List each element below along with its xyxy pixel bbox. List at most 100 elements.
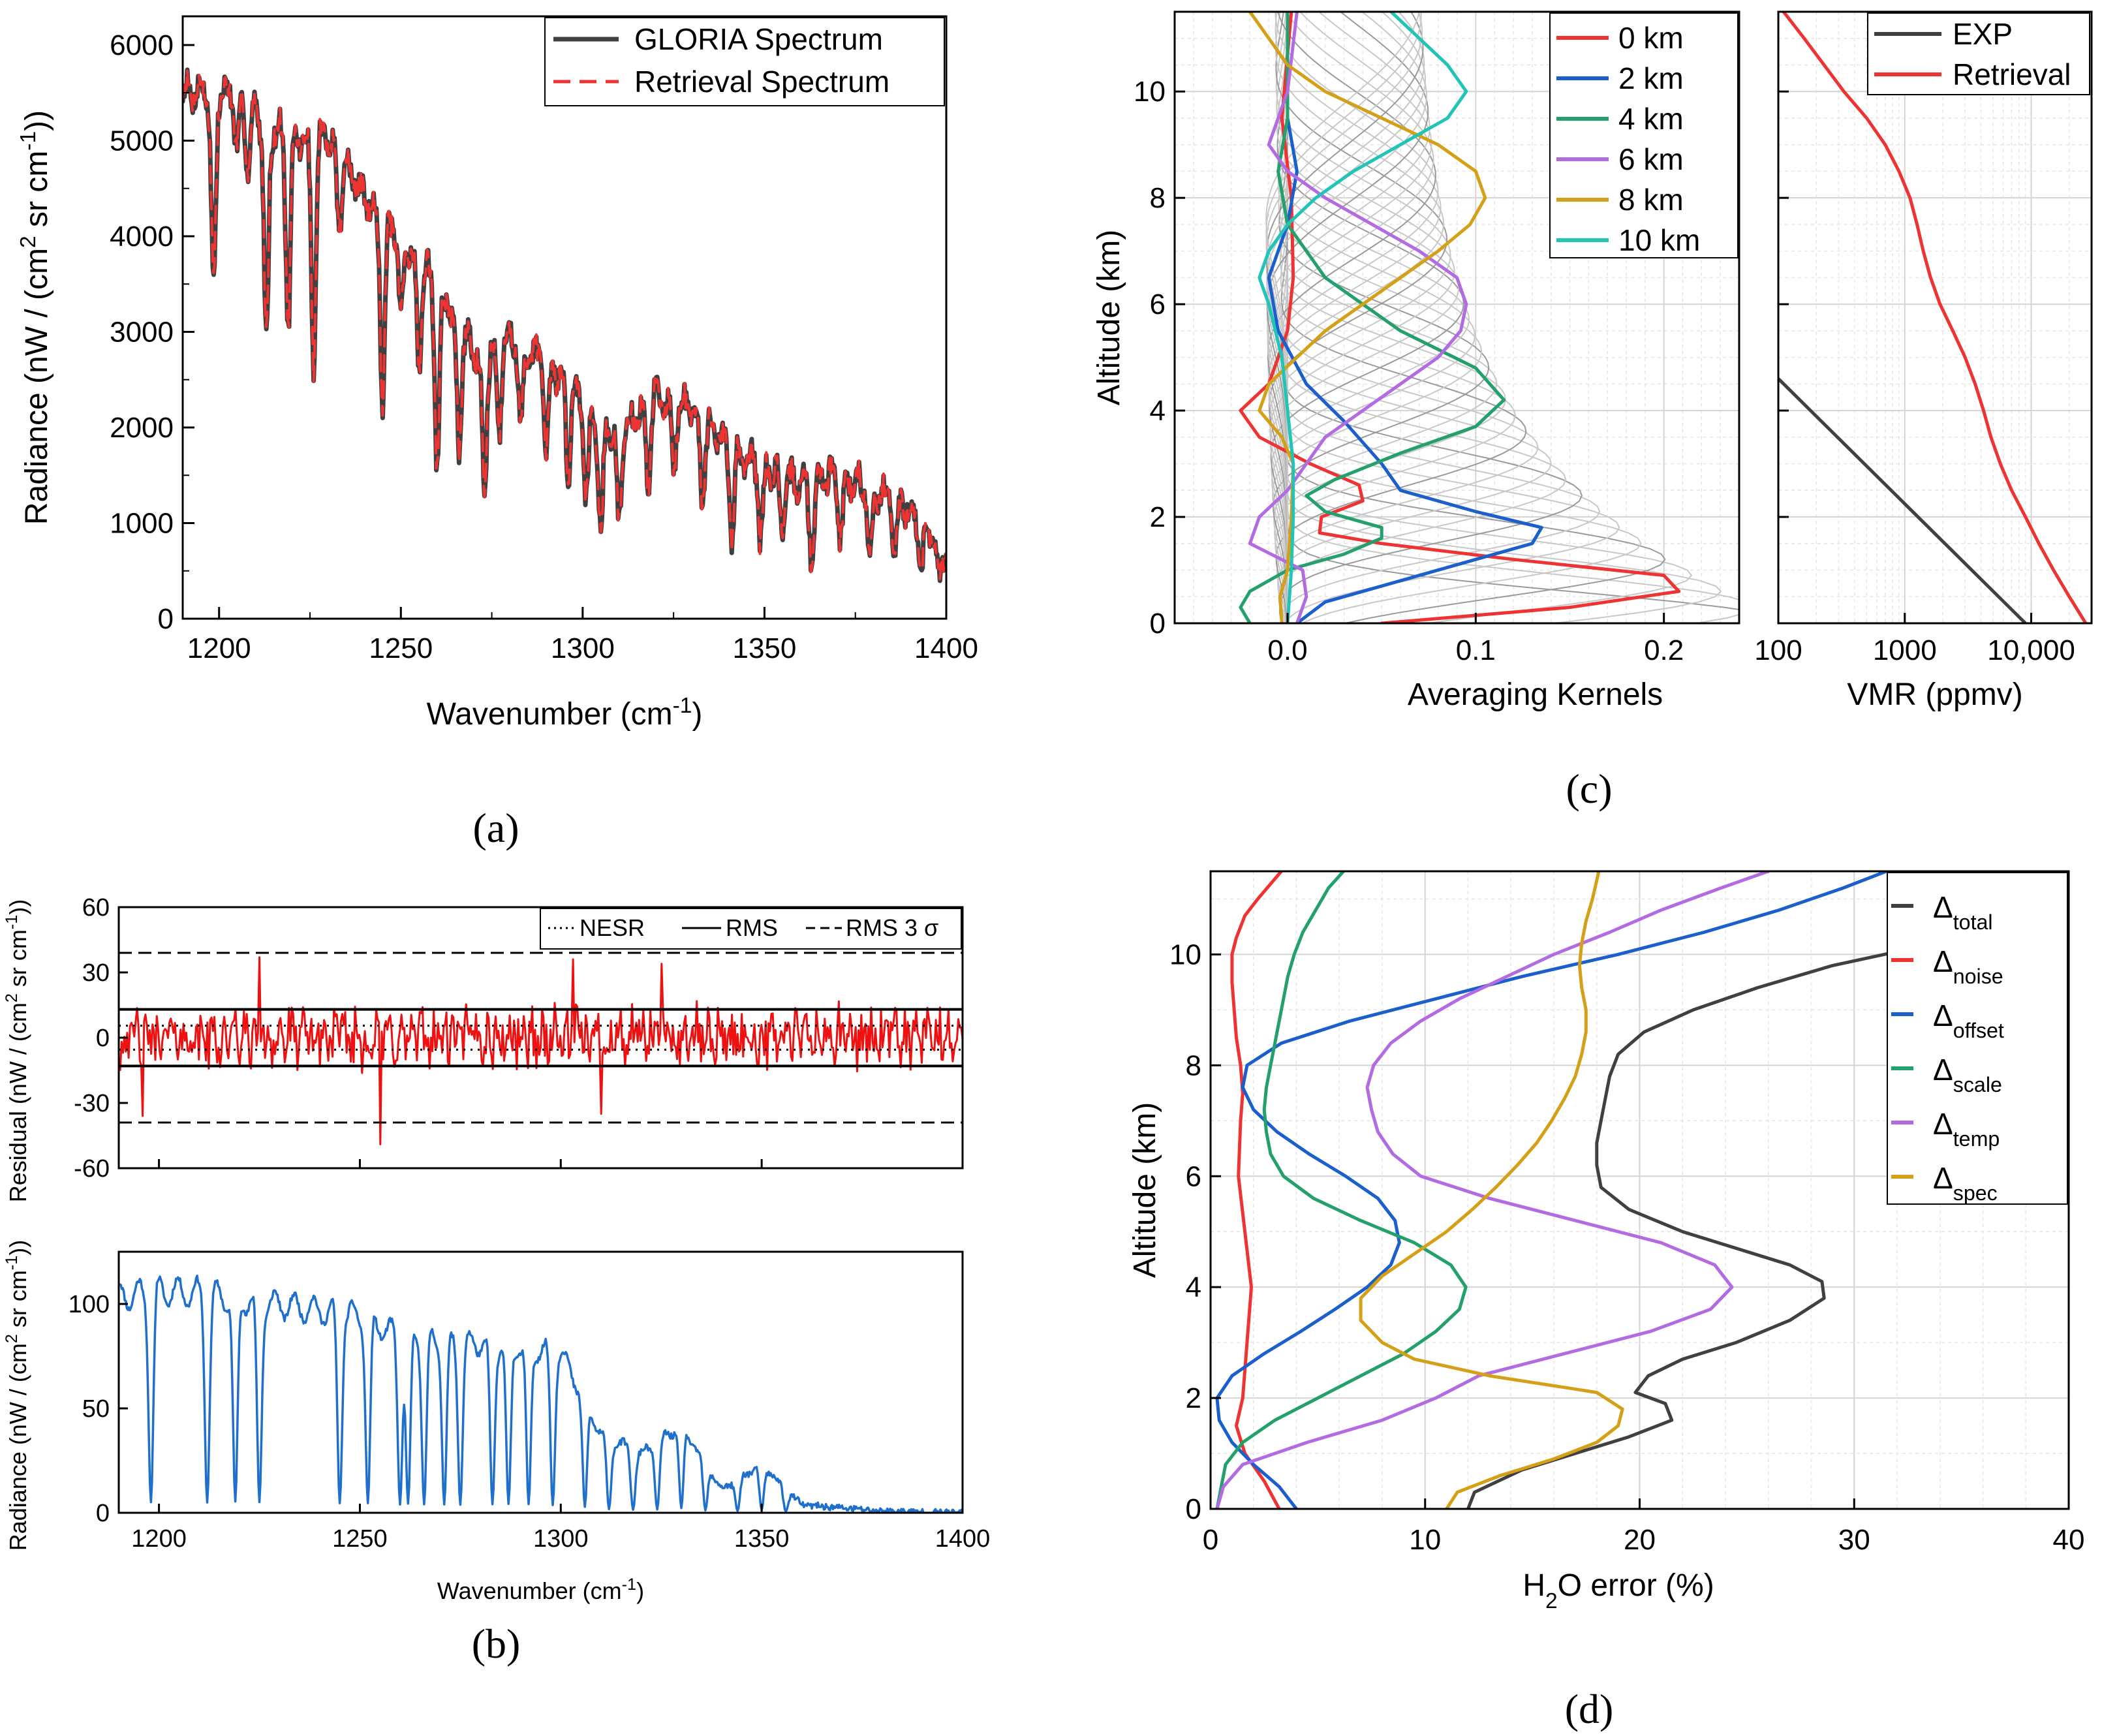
y-tick-label: 0 — [1186, 1493, 1201, 1525]
plot-frame-c1 — [1173, 10, 1740, 625]
series-exp — [1778, 377, 2028, 623]
legend-label: Δtemp — [1933, 1107, 2000, 1151]
series-delta-temp — [1215, 871, 1770, 1509]
x-tick-label: 20 — [1624, 1524, 1656, 1556]
y-tick-label: 0 — [1150, 608, 1166, 640]
y-tick-label: 10 — [1169, 938, 1201, 970]
legend-label: 4 km — [1618, 102, 1684, 136]
plot-frame-a — [181, 15, 948, 620]
y-tick-label: 4000 — [110, 221, 174, 253]
x-tick-label: 100 — [1754, 634, 1802, 666]
x-axis-label: Wavenumber (cm-1) — [437, 1575, 644, 1604]
series-kernel-3 — [1248, 12, 1468, 623]
chart-c-vmr: 100 1000 10,000 VMR (ppmv) EXP Retrieval — [1754, 10, 2093, 712]
series-delta-offset — [1215, 871, 1889, 1509]
plot-area-c2 — [1778, 12, 2088, 623]
y-tick-label: 0 — [96, 1025, 110, 1052]
x-tick-label: 0.0 — [1267, 634, 1307, 666]
legend-label-nesr: NESR — [580, 914, 645, 941]
y-axis-label: Radiance (nW / (cm2 sr cm-1)) — [16, 110, 55, 525]
chart-b-radiance: 1200 1250 1300 1350 1400 0 50 100 Wavenumber (cm… — [3, 1240, 990, 1604]
series-kernel-1 — [1267, 12, 1543, 623]
y-tick-label: 5000 — [110, 125, 174, 157]
legend-label: 10 km — [1618, 223, 1700, 257]
y-tick-label: 60 — [82, 894, 110, 922]
y-tick-label: 4 — [1186, 1271, 1201, 1303]
y-axis-label: Radiance (nW / (cm2 sr cm-1)) — [3, 1240, 31, 1551]
x-tick-label: 40 — [2053, 1524, 2085, 1556]
x-tick-label: 1300 — [551, 632, 615, 664]
legend-label-rms3: RMS 3 σ — [846, 914, 938, 941]
x-tick-label: 0.2 — [1644, 634, 1684, 666]
plot-frame-c2 — [1777, 10, 2093, 625]
y-axis-label: Altitude (km) — [1092, 230, 1126, 405]
legend-label: 0 km — [1618, 21, 1684, 55]
x-tick-label: 0.1 — [1456, 634, 1496, 666]
y-tick-label: 10 — [1134, 76, 1166, 108]
x-tick-label: 1000 — [1873, 634, 1937, 666]
panel-label-d: (d) — [1565, 1686, 1614, 1732]
series-residual — [119, 956, 963, 1145]
legend-box — [544, 17, 945, 106]
series-kernel-0 — [1239, 12, 1681, 623]
x-tick-label: 1350 — [732, 632, 796, 664]
legend-label: 2 km — [1618, 61, 1684, 95]
plot-area-a — [183, 67, 946, 583]
y-tick-label: 100 — [69, 1291, 110, 1318]
legend-label: Δtotal — [1933, 890, 1993, 934]
series-kernel-5 — [1258, 12, 1468, 623]
y-tick-label: 6000 — [110, 29, 174, 61]
chart-a-radiance-spectrum: 1200 1250 1300 1350 1400 0 1000 2000 3000 4000 500… — [16, 15, 978, 732]
plot-area-b2 — [119, 1275, 963, 1513]
series-background-kernel — [1270, 12, 1464, 623]
legend-label: 6 km — [1618, 142, 1684, 176]
x-tick-label: 1300 — [533, 1525, 589, 1553]
series-retrieval-spectrum — [183, 68, 946, 580]
x-tick-label: 10 — [1409, 1524, 1441, 1556]
y-axis-label: Residual (nW / (cm2 sr cm-1)) — [3, 899, 31, 1202]
chart-b-residual: NESR RMS RMS 3 σ -60 -30 0 30 60 Residual (nW / … — [3, 894, 964, 1202]
series-background-kernel — [1271, 12, 1470, 623]
series-background-kernel — [1269, 12, 1460, 623]
panel-label-b: (b) — [472, 1620, 521, 1667]
x-tick-label: 1250 — [332, 1525, 388, 1553]
x-axis-label: Wavenumber (cm-1) — [427, 694, 703, 732]
legend-label: Retrieval — [1953, 57, 2071, 91]
x-tick-label: 1400 — [935, 1525, 991, 1553]
y-tick-label: 0 — [158, 603, 174, 635]
series-retrieval — [1782, 12, 2088, 623]
legend-label: Δscale — [1933, 1053, 2002, 1096]
legend-box — [1867, 12, 2090, 95]
x-tick-label: 1200 — [131, 1525, 187, 1553]
series-delta-scale — [1215, 871, 1468, 1509]
plot-area-c1 — [1239, 12, 1739, 623]
legend-label: EXP — [1953, 17, 2013, 51]
y-tick-label: 4 — [1150, 395, 1166, 427]
x-tick-label: 1350 — [734, 1525, 790, 1553]
legend-a: GLORIA Spectrum Retrieval Spectrum — [544, 17, 945, 106]
x-tick-label: 1200 — [187, 632, 251, 664]
chart-d-h2o-error: 0 10 20 30 40 0 2 4 6 8 10 H2O error (%) Altitude (k… — [1128, 870, 2085, 1613]
series-delta-noise — [1230, 871, 1283, 1509]
plot-frame-b2 — [117, 1250, 964, 1514]
panel-label-a: (a) — [472, 805, 519, 851]
y-tick-label: 30 — [82, 959, 110, 987]
legend-c-left: 0 km 2 km 4 km 6 km 8 km 10 km — [1549, 12, 1739, 258]
legend-label: Δoffset — [1933, 999, 2004, 1042]
series-radiance — [119, 1275, 963, 1513]
series-delta-spec — [1359, 871, 1624, 1509]
x-tick-label: 10,000 — [1987, 634, 2075, 666]
legend-c-right: EXP Retrieval — [1867, 12, 2090, 95]
x-tick-label: 1400 — [914, 632, 978, 664]
legend-d: Δtotal Δnoise Δoffset Δscale Δtemp Δspec — [1887, 872, 2068, 1205]
legend-box — [1887, 872, 2068, 1205]
y-tick-label: 6 — [1150, 288, 1166, 320]
series-delta-total — [1466, 950, 1899, 1509]
x-axis-label: VMR (ppmv) — [1847, 677, 2022, 712]
y-tick-label: 50 — [82, 1395, 110, 1423]
y-tick-label: 3000 — [110, 316, 174, 348]
series-background-kernel — [1276, 12, 1539, 623]
y-tick-label: 0 — [96, 1500, 110, 1527]
chart-c-averaging-kernels: 0.0 0.1 0.2 0 2 4 6 8 10 Averaging Kernels Altitud… — [1092, 10, 1740, 712]
legend-label-retrieval: Retrieval Spectrum — [634, 65, 889, 99]
